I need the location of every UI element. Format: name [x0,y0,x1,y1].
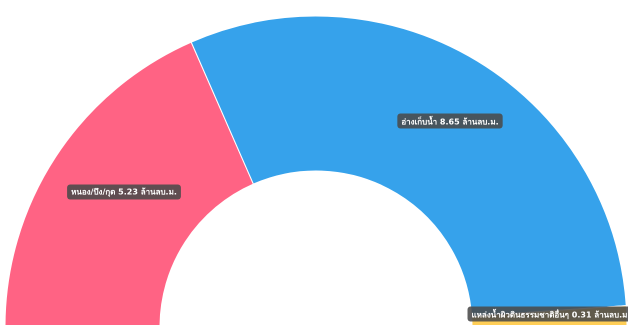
chart-labels: หนอง/บึง/กุด 5.23 ล้านลบ.ม. อ่างเก็บน้ำ 8… [67,113,628,322]
slice-label-1: อ่างเก็บน้ำ 8.65 ล้านลบ.ม. [397,113,503,129]
slice-0[interactable] [4,41,255,325]
slice-label-2: แหล่งน้ำผิวดินธรรมชาติอื่นๆ 0.31 ล้านลบ.… [467,306,628,322]
slice-label-text: แหล่งน้ำผิวดินธรรมชาติอื่นๆ 0.31 ล้านลบ.… [472,309,628,320]
slice-label-text: อ่างเก็บน้ำ 8.65 ล้านลบ.ม. [401,116,498,127]
chart-slices [4,15,628,325]
slice-1[interactable] [190,15,627,317]
slice-label-bg [67,184,181,200]
slice-label-0: หนอง/บึง/กุด 5.23 ล้านลบ.ม. [67,184,181,200]
slice-label-text: หนอง/บึง/กุด 5.23 ล้านลบ.ม. [71,187,177,198]
slice-label-bg [397,113,503,129]
slice-label-bg [467,306,628,322]
